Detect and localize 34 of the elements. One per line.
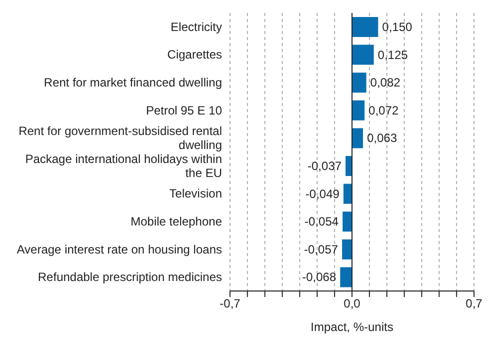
data-label: -0,057 (304, 242, 338, 256)
bar (352, 72, 366, 93)
y-tick-label: Rent for market financed dwelling (44, 76, 222, 90)
bar (352, 17, 378, 37)
bar (342, 239, 352, 260)
y-tick-label: Average interest rate on housing loans (16, 242, 222, 256)
bar (342, 212, 352, 232)
y-tick-label: Mobile telephone (130, 214, 222, 228)
y-tick-label: Cigarettes (167, 48, 222, 62)
x-axis-title: Impact, %-units (310, 320, 394, 334)
y-tick-label: Electricity (170, 20, 222, 34)
data-label: -0,037 (308, 159, 342, 173)
data-label: 0,072 (368, 103, 399, 118)
x-tick-label: 0,0 (344, 296, 361, 311)
data-label: -0,068 (302, 270, 336, 284)
y-tick-label: Rent for government-subsidised rental dwelling (18, 124, 222, 152)
y-tick-label: Refundable prescription medicines (38, 270, 222, 284)
bar (346, 156, 352, 176)
y-tick-label: Package international holidays within the EU (25, 152, 222, 180)
data-label: 0,082 (370, 76, 401, 90)
bar (352, 100, 365, 120)
data-label: 0,125 (378, 48, 408, 62)
bar (352, 44, 374, 65)
bar (340, 267, 352, 288)
data-label: -0,054 (304, 214, 339, 229)
data-label: 0,150 (382, 20, 412, 34)
y-tick-label: Television (169, 186, 222, 201)
x-tick-label: 0,7 (466, 296, 483, 311)
bar (352, 128, 363, 148)
x-tick-label: -0,7 (220, 296, 241, 311)
data-label: -0,049 (305, 186, 340, 201)
data-label: 0,063 (366, 131, 398, 146)
y-tick-label: Petrol 95 E 10 (146, 103, 222, 118)
bar (343, 184, 352, 204)
